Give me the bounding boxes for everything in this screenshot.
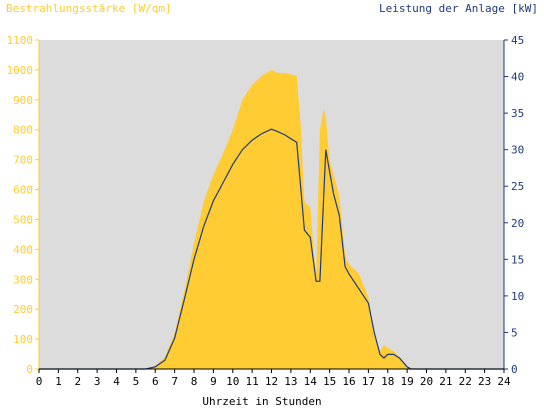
x-tick-label: 17 xyxy=(362,375,375,388)
x-tick-label: 8 xyxy=(191,375,198,388)
x-tick-label: 10 xyxy=(226,375,239,388)
x-tick-label: 16 xyxy=(342,375,355,388)
right-tick-label: 5 xyxy=(511,326,518,339)
x-tick-label: 18 xyxy=(381,375,394,388)
x-tick-label: 12 xyxy=(265,375,278,388)
right-tick-label: 20 xyxy=(511,217,524,230)
x-tick-label: 19 xyxy=(401,375,414,388)
right-tick-label: 30 xyxy=(511,144,524,157)
left-tick-label: 300 xyxy=(13,273,33,286)
x-tick-label: 7 xyxy=(171,375,178,388)
x-tick-label: 0 xyxy=(36,375,43,388)
right-tick-label: 40 xyxy=(511,71,524,84)
x-tick-label: 22 xyxy=(459,375,472,388)
x-tick-label: 15 xyxy=(323,375,336,388)
x-tick-label: 6 xyxy=(152,375,159,388)
left-tick-label: 700 xyxy=(13,154,33,167)
x-tick-label: 3 xyxy=(94,375,101,388)
x-tick-label: 20 xyxy=(420,375,433,388)
x-tick-label: 13 xyxy=(284,375,297,388)
x-tick-label: 1 xyxy=(55,375,62,388)
right-tick-label: 0 xyxy=(511,363,518,376)
right-tick-label: 45 xyxy=(511,34,524,47)
irradiance-area xyxy=(39,69,504,370)
x-tick-label: 2 xyxy=(74,375,81,388)
left-tick-label: 500 xyxy=(13,213,33,226)
x-tick-label: 24 xyxy=(497,375,511,388)
right-tick-label: 25 xyxy=(511,180,524,193)
left-tick-label: 1000 xyxy=(7,64,34,77)
left-axis-title: Bestrahlungsstärke [W/qm] xyxy=(6,2,172,15)
left-tick-label: 0 xyxy=(26,363,33,376)
x-tick-label: 5 xyxy=(133,375,140,388)
x-tick-label: 4 xyxy=(113,375,120,388)
x-tick-label: 23 xyxy=(478,375,491,388)
left-tick-label: 800 xyxy=(13,124,33,137)
left-tick-label: 400 xyxy=(13,243,33,256)
x-tick-label: 9 xyxy=(210,375,217,388)
right-tick-label: 15 xyxy=(511,253,524,266)
left-tick-label: 200 xyxy=(13,303,33,316)
x-tick-label: 11 xyxy=(246,375,259,388)
right-tick-label: 35 xyxy=(511,107,524,120)
x-tick-label: 21 xyxy=(439,375,452,388)
right-axis-title: Leistung der Anlage [kW] xyxy=(379,2,538,15)
power-line xyxy=(39,128,504,370)
x-tick-label: 14 xyxy=(304,375,318,388)
right-tick-label: 10 xyxy=(511,290,524,303)
x-axis-label: Uhrzeit in Stunden xyxy=(202,395,321,408)
axes-layer: 0100200300400500600700800900100011000510… xyxy=(7,34,525,388)
left-tick-label: 1100 xyxy=(7,34,34,47)
left-tick-label: 100 xyxy=(13,333,33,346)
series-layer xyxy=(39,69,504,370)
left-tick-label: 900 xyxy=(13,94,33,107)
left-tick-label: 600 xyxy=(13,184,33,197)
